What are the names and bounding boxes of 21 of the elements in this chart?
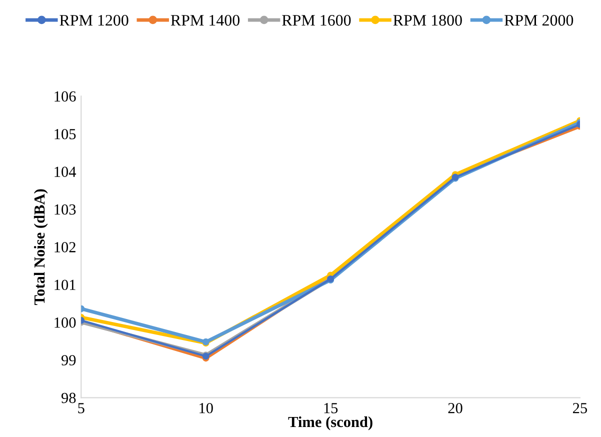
x-tick-label: 20	[448, 402, 462, 414]
y-tick-label: 102	[54, 242, 76, 252]
y-tick-label: 99	[61, 355, 76, 366]
x-tick-label: 15	[324, 403, 338, 414]
y-tick-label: 103	[54, 204, 76, 215]
x-axis-title: Time (scond)	[288, 416, 372, 430]
x-tick-label: 10	[200, 402, 213, 414]
y-tick-label: 106	[54, 91, 76, 102]
y-tick-label: 98	[61, 392, 76, 404]
y-tick-label: 105	[54, 128, 76, 140]
y-tick-label: 100	[54, 317, 76, 328]
legend-label: RPM 1800	[393, 14, 462, 26]
x-tick-label: 5	[78, 403, 84, 414]
legend-label: RPM 2000	[504, 14, 574, 26]
y-tick-label: 101	[54, 280, 76, 290]
legend-label: RPM 1600	[282, 14, 351, 26]
y-tick-label: 104	[54, 166, 76, 177]
y-axis-title: Total Noise (dBA)	[34, 189, 48, 305]
legend-label: RPM 1400	[170, 14, 240, 26]
legend-label: RPM 1200	[60, 14, 128, 26]
x-tick-label: 25	[572, 403, 588, 414]
